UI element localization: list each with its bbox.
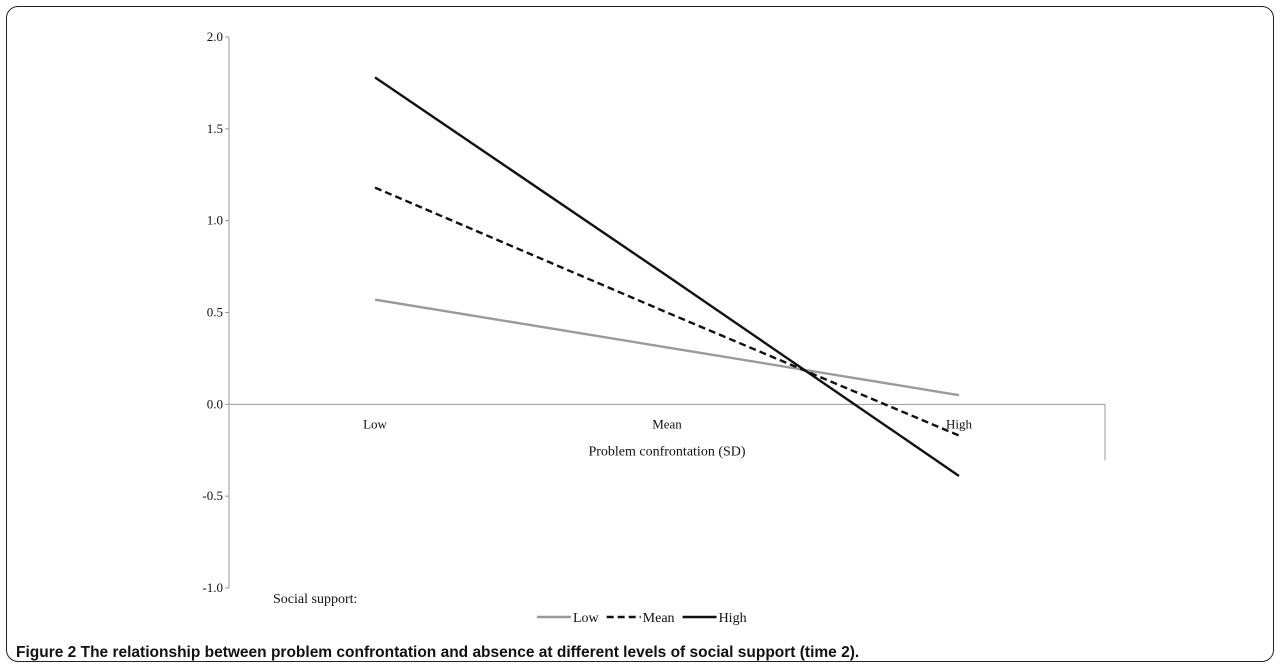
figure-caption: Figure 2 The relationship between proble…: [16, 644, 1266, 662]
series-line-mean: [374, 186, 960, 437]
caption-text: The relationship between problem confron…: [80, 644, 860, 661]
figure-frame: [6, 6, 1274, 662]
legend-label-mean: Mean: [643, 611, 675, 626]
y-tick-label: -0.5: [202, 488, 223, 503]
x-tick-label: High: [946, 416, 973, 431]
x-axis-title: Problem confrontation (SD): [588, 444, 745, 459]
series-line-high: [374, 76, 960, 477]
legend-label-high: High: [719, 611, 747, 626]
series-lines: [374, 76, 960, 477]
y-tick-label: 0.0: [207, 396, 223, 411]
y-tick-label: 0.5: [207, 305, 223, 320]
caption-label: Figure 2: [16, 644, 77, 661]
legend-title: Social support:: [273, 592, 357, 607]
y-axis: 2.0 1.5 1.0 0.5 0.0 -0.5 -1.0: [202, 29, 230, 595]
legend-label-low: Low: [573, 611, 600, 626]
x-tick-label: Low: [363, 416, 387, 431]
y-tick-label: 2.0: [207, 29, 223, 44]
series-line-low: [374, 298, 960, 397]
x-tick-label: Mean: [652, 416, 682, 431]
y-tick-label: -1.0: [202, 580, 223, 595]
y-tick-label: 1.5: [207, 121, 223, 136]
y-tick-label: 1.0: [207, 213, 223, 228]
legend: Social support: Low Mean High: [273, 592, 747, 626]
x-axis: Low Mean High: [228, 403, 1106, 461]
